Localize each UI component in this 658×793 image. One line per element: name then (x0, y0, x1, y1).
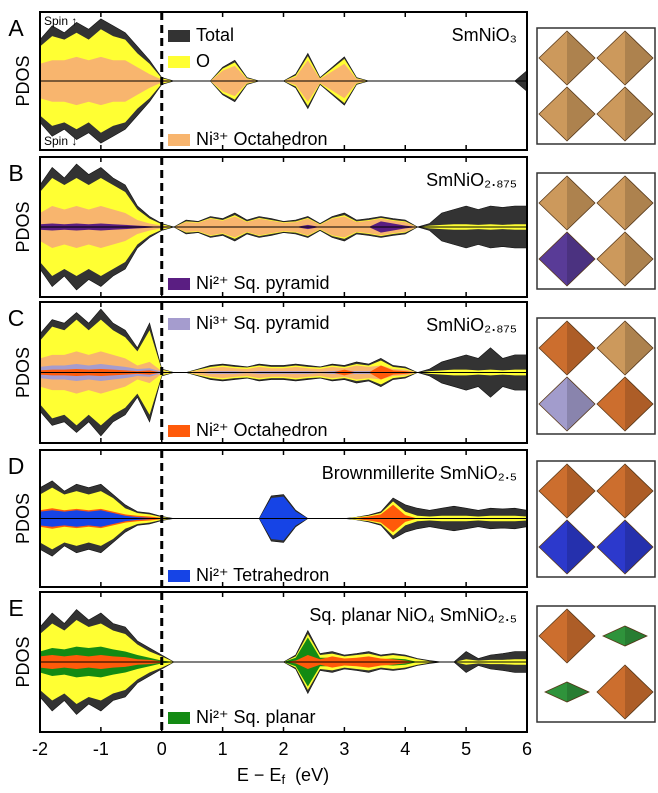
pdos-spin-up (40, 57, 527, 81)
legend-swatch (168, 30, 190, 42)
x-tick-label: 1 (218, 739, 228, 759)
x-axis-label: E − Ef (eV) (237, 765, 329, 788)
legend-swatch (168, 712, 190, 724)
legend-swatch (168, 425, 190, 437)
x-label-main: E − E (237, 765, 282, 785)
legend-swatch (168, 56, 190, 68)
legend-label: Ni²⁺ Tetrahedron (196, 565, 329, 585)
legend-label: Ni²⁺ Sq. planar (196, 707, 316, 727)
panel-letter: E (8, 595, 23, 621)
legend-swatch (168, 318, 190, 330)
panel-title: SmNiO₂.₈₇₅ (426, 170, 517, 190)
x-tick-label: -1 (93, 739, 109, 759)
figure: E − Ef (eV) A PDOS SmNiO₃ Spin ↑ Spin ↓ Total O… (0, 0, 658, 793)
x-label-sub: f (281, 772, 285, 787)
x-label-unit: (eV) (295, 765, 329, 785)
legend-label: Ni³⁺ Sq. pyramid (196, 313, 330, 333)
legend-swatch (168, 570, 190, 582)
panel-letter: B (8, 160, 23, 186)
legend-label: Total (196, 25, 234, 45)
legend-swatch (168, 134, 190, 146)
panel-letter: C (8, 305, 25, 331)
page: {"chart_data": [ {"type": "area", "panel… (0, 0, 658, 793)
panel-title: SmNiO₃ (452, 25, 517, 45)
x-tick-label: 6 (522, 739, 532, 759)
y-axis-label: PDOS (13, 636, 33, 687)
annotation: Spin ↓ (44, 134, 77, 148)
panel-title: SmNiO₂.₈₇₅ (426, 315, 517, 335)
x-tick-label: 2 (278, 739, 288, 759)
annotation: Spin ↑ (44, 14, 77, 28)
legend-swatch (168, 278, 190, 290)
pdos-spin-down (40, 81, 527, 105)
legend-label: Ni²⁺ Octahedron (196, 420, 328, 440)
legend-label: Ni²⁺ Sq. pyramid (196, 273, 330, 293)
x-tick-label: 5 (461, 739, 471, 759)
panel-title: Brownmillerite SmNiO₂.₅ (322, 463, 517, 483)
y-axis-label: PDOS (13, 55, 33, 106)
panel-letter: A (8, 15, 24, 41)
legend-label: Ni³⁺ Octahedron (196, 129, 328, 149)
y-axis-label: PDOS (13, 201, 33, 252)
y-axis-label: PDOS (13, 347, 33, 398)
y-axis-label: PDOS (13, 493, 33, 544)
x-tick-label: 0 (157, 739, 167, 759)
panel-letter: D (8, 453, 25, 479)
legend-label: O (196, 51, 210, 71)
x-tick-label: -2 (32, 739, 48, 759)
x-tick-label: 4 (400, 739, 410, 759)
x-tick-label: 3 (339, 739, 349, 759)
panel-title: Sq. planar NiO₄ SmNiO₂.₅ (309, 605, 517, 625)
